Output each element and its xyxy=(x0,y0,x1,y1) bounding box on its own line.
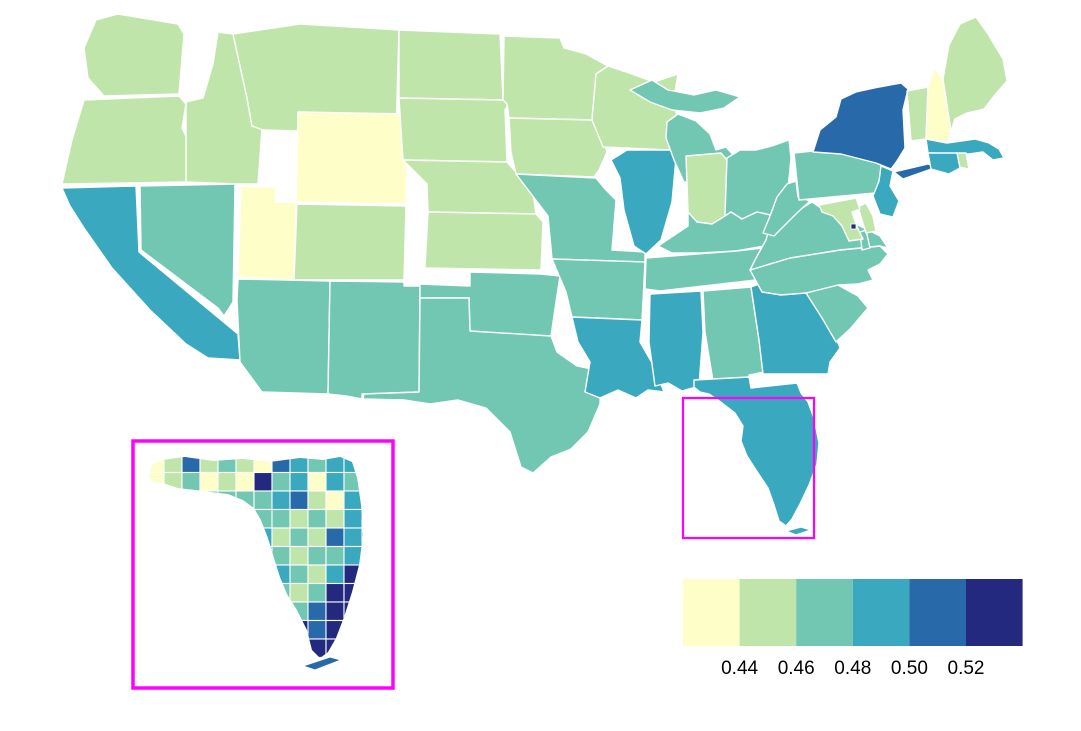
inset-county-cell xyxy=(343,508,363,529)
inset-county-cell xyxy=(289,527,309,548)
legend-swatch-6 xyxy=(966,579,1023,646)
state-arizona xyxy=(236,278,331,395)
state-arkansas xyxy=(551,258,646,321)
state-oregon xyxy=(61,95,190,185)
state-delaware xyxy=(857,202,877,234)
legend-swatch-3 xyxy=(796,579,853,646)
inset-county-cell xyxy=(307,601,327,622)
inset-county-cell xyxy=(307,471,327,492)
inset-county-cell xyxy=(307,564,327,585)
inset-county-cell xyxy=(271,471,291,492)
inset-county-cell xyxy=(271,508,291,529)
inset-florida-keys xyxy=(301,656,343,671)
inset-county-cell xyxy=(343,527,363,548)
florida-inset xyxy=(131,439,395,690)
legend: 0.44 0.46 0.48 0.50 0.52 xyxy=(683,579,1023,679)
state-vermont xyxy=(906,86,929,142)
state-washington xyxy=(83,13,185,97)
state-iowa xyxy=(508,117,608,178)
state-montana xyxy=(232,23,400,135)
inset-county-cell xyxy=(307,490,327,511)
legend-tick-label: 0.46 xyxy=(778,658,815,679)
state-minnesota xyxy=(502,35,609,121)
state-florida xyxy=(693,376,820,527)
state-illinois xyxy=(610,149,677,255)
highlight-box-florida xyxy=(681,396,816,540)
inset-county-cell xyxy=(181,471,201,492)
inset-county-cell xyxy=(307,508,327,529)
main-map xyxy=(61,13,1008,536)
inset-county-cell xyxy=(325,582,345,603)
inset-county-cell xyxy=(289,545,309,566)
legend-swatch-2 xyxy=(739,579,797,646)
state-indiana xyxy=(685,152,728,225)
inset-county-cell xyxy=(271,490,291,511)
inset-county-cell xyxy=(289,582,309,603)
inset-county-cell xyxy=(217,471,237,492)
state-mississippi xyxy=(648,290,704,392)
legend-swatch-5 xyxy=(909,579,966,646)
inset-county-cell xyxy=(307,582,327,603)
inset-county-cell xyxy=(289,564,309,585)
state-michigan-upper-peninsula xyxy=(629,79,741,114)
inset-county-cell xyxy=(343,545,363,566)
state-missouri xyxy=(515,173,646,263)
inset-county-cell xyxy=(325,564,345,585)
state-new-jersey xyxy=(872,165,900,218)
inset-county-cell xyxy=(325,471,345,492)
inset-county-cell xyxy=(325,508,345,529)
legend-tick-label: 0.48 xyxy=(834,658,871,679)
state-wyoming xyxy=(295,111,409,205)
inset-county-cell xyxy=(307,619,327,640)
state-south-dakota xyxy=(398,97,510,163)
state-nebraska xyxy=(402,159,537,215)
state-district-of-columbia xyxy=(850,223,857,230)
inset-county-cell xyxy=(253,471,273,492)
inset-county-cell xyxy=(307,545,327,566)
state-louisiana xyxy=(571,316,665,399)
inset-county-cell xyxy=(235,471,255,492)
state-maryland xyxy=(818,197,864,242)
inset-county-cell xyxy=(289,490,309,511)
state-utah xyxy=(237,185,297,281)
state-kansas xyxy=(424,211,544,271)
inset-county-cell xyxy=(325,601,345,622)
state-new-mexico xyxy=(327,280,421,400)
state-north-dakota xyxy=(398,29,504,101)
state-florida-keys xyxy=(785,526,812,536)
inset-county-cell xyxy=(325,527,345,548)
state-texas xyxy=(362,297,602,474)
state-virginia-eastern-shore xyxy=(859,229,871,251)
inset-county-cell xyxy=(343,490,363,511)
inset-county-cell xyxy=(253,490,273,511)
legend-swatch-4 xyxy=(852,579,910,646)
inset-county-cell xyxy=(307,527,327,548)
state-new-york xyxy=(812,82,909,170)
state-california xyxy=(61,185,241,361)
state-maine xyxy=(942,16,1008,132)
legend-tick-label: 0.44 xyxy=(721,658,758,679)
legend-tick-label: 0.52 xyxy=(948,658,985,679)
inset-county-cell xyxy=(325,490,345,511)
legend-tick-label: 0.50 xyxy=(891,658,928,679)
state-south-carolina xyxy=(805,284,869,343)
inset-county-cell xyxy=(325,545,345,566)
inset-county-cell xyxy=(199,471,219,492)
inset-border xyxy=(131,439,395,690)
state-connecticut xyxy=(927,152,961,175)
state-colorado xyxy=(293,203,407,281)
legend-swatch-1 xyxy=(683,579,740,646)
inset-county-cell xyxy=(271,527,291,548)
inset-county-cell xyxy=(289,508,309,529)
inset-county-cell xyxy=(289,471,309,492)
